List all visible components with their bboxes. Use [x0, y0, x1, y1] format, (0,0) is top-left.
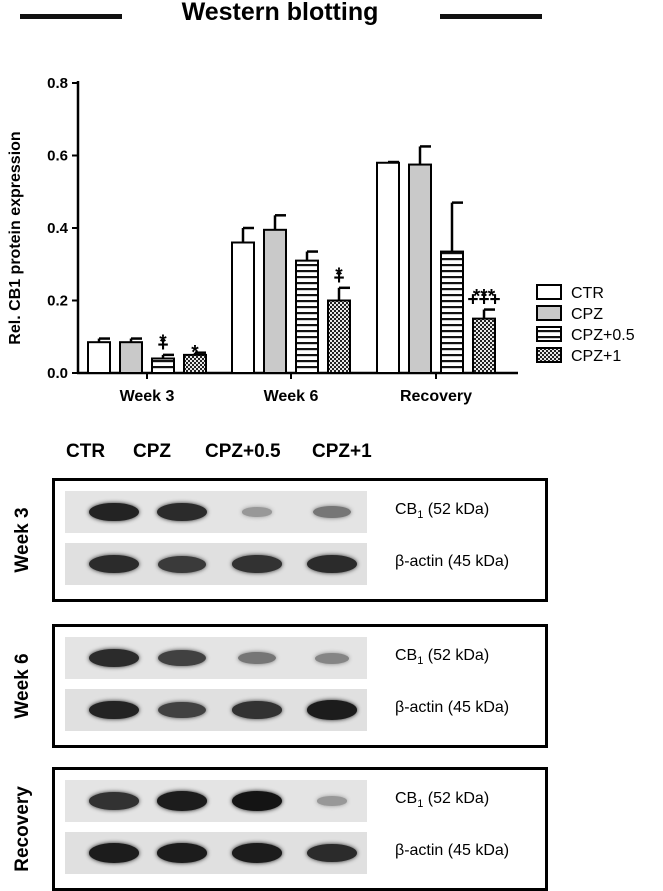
actin-blot-strip [65, 543, 367, 585]
header-rule-right [440, 14, 542, 19]
cb1-label-subscript: 1 [417, 655, 424, 668]
actin-band [89, 554, 139, 574]
actin-band [89, 700, 139, 720]
lane-label-ctr: CTR [66, 441, 106, 462]
significance-marker: * [335, 265, 343, 286]
cb1-blot-strip [65, 491, 367, 533]
y-tick-label: 0.4 [47, 220, 69, 237]
actin-label: β-actin (45 kDa) [395, 553, 510, 570]
bar [183, 353, 207, 374]
legend-label: CPZ [571, 306, 603, 323]
legend-swatch [536, 284, 562, 300]
legend-swatch [536, 347, 562, 363]
actin-band [232, 843, 282, 863]
blot-panel-week-3: CB1 (52 kDa) β-actin (45 kDa) [52, 478, 548, 602]
significance-marker: * [191, 343, 199, 364]
cb1-band [241, 507, 273, 517]
blot-panel-recovery: CB1 (52 kDa) β-actin (45 kDa) [52, 767, 548, 891]
bar [440, 250, 464, 374]
legend-swatch [536, 305, 562, 321]
significance-marker: + [157, 335, 168, 356]
lane-label-cpz1: CPZ+1 [312, 441, 372, 462]
cb1-label-main: CB [395, 647, 418, 664]
bar [295, 259, 319, 374]
legend-swatch [536, 326, 562, 342]
significance-marker: +++ [467, 290, 500, 311]
cb1-label-main: CB [395, 501, 418, 518]
header-rule-left [20, 14, 122, 19]
blot-panel-week-6: CB1 (52 kDa) β-actin (45 kDa) [52, 624, 548, 748]
category-label: Week 3 [120, 388, 175, 405]
actin-band [232, 555, 282, 573]
actin-label: β-actin (45 kDa) [395, 699, 510, 716]
actin-band [232, 701, 282, 719]
actin-band [307, 554, 357, 574]
panel-label-week-3: Week 3 [12, 507, 33, 573]
y-tick-label: 0.0 [47, 365, 68, 382]
significance-marker: *** [473, 287, 496, 308]
bar [151, 357, 175, 374]
cb1-band [316, 796, 348, 806]
y-tick-label: 0.6 [47, 148, 68, 165]
legend-label: CTR [571, 285, 604, 302]
cb1-label: CB1 (52 kDa) [395, 501, 489, 521]
cb1-label-rest: (52 kDa) [423, 501, 490, 518]
panel-label-week-6: Week 6 [12, 653, 33, 719]
cb1-label-main: CB [395, 790, 418, 807]
actin-band [307, 700, 357, 720]
bar [263, 228, 287, 374]
lane-label-cpz: CPZ [133, 441, 171, 462]
cb1-label-rest: (52 kDa) [423, 647, 490, 664]
cb1-blot-strip [65, 637, 367, 679]
cb1-band [157, 791, 207, 811]
actin-band [307, 843, 357, 863]
significance-marker: * [159, 332, 167, 353]
actin-band [158, 701, 206, 719]
significance-marker: + [333, 268, 344, 289]
bar-chart: 0.0 0.2 0.4 0.6 0.8 Rel. CB1 protein expressi… [7, 75, 635, 405]
cb1-band [89, 502, 139, 522]
legend-label: CPZ+1 [571, 348, 621, 365]
bar [472, 317, 496, 374]
legend-label: CPZ+0.5 [571, 327, 635, 344]
y-tick-label: 0.2 [47, 293, 68, 310]
figure-title: Western blotting [181, 0, 379, 26]
cb1-label-subscript: 1 [417, 509, 424, 522]
cb1-band [89, 792, 139, 810]
lane-label-cpz05: CPZ+0.5 [205, 441, 281, 462]
bar [408, 163, 432, 374]
bar [231, 241, 255, 374]
cb1-label-subscript: 1 [417, 798, 424, 811]
cb1-blot-strip [65, 780, 367, 822]
panel-label-recovery: Recovery [12, 786, 33, 872]
actin-blot-strip [65, 689, 367, 731]
actin-band [89, 843, 139, 863]
cb1-label-rest: (52 kDa) [423, 790, 490, 807]
cb1-band [314, 652, 350, 664]
cb1-band [157, 502, 207, 522]
category-label: Recovery [400, 388, 472, 405]
bar [119, 341, 143, 374]
cb1-label: CB1 (52 kDa) [395, 790, 489, 810]
cb1-band [232, 791, 282, 811]
bar [87, 341, 111, 374]
bar [327, 299, 351, 374]
bar [376, 161, 400, 374]
cb1-band [313, 505, 351, 519]
y-tick-label: 0.8 [47, 75, 68, 92]
cb1-band [238, 651, 276, 665]
actin-label: β-actin (45 kDa) [395, 842, 510, 859]
cb1-label: CB1 (52 kDa) [395, 647, 489, 667]
category-label: Week 6 [264, 388, 319, 405]
cb1-band [89, 648, 139, 668]
actin-blot-strip [65, 832, 367, 874]
actin-band [157, 843, 207, 863]
y-axis-title: Rel. CB1 protein expression [7, 131, 24, 344]
cb1-band [158, 649, 206, 667]
actin-band [157, 555, 207, 573]
